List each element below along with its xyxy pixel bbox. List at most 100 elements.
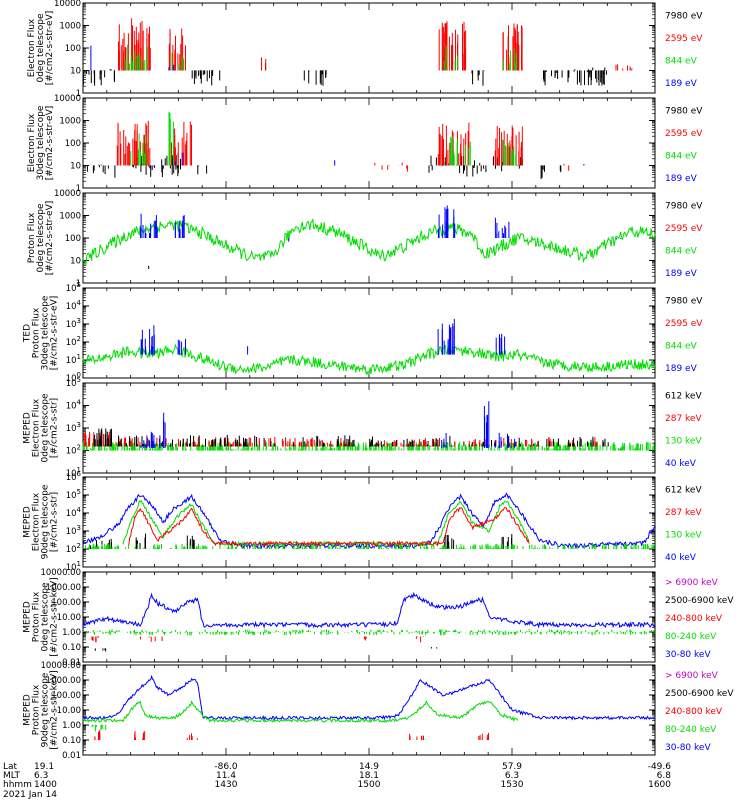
series-5: [83, 543, 655, 549]
y-tick-label: 101: [66, 560, 81, 573]
data-line: [82, 343, 656, 376]
y-tick-label: 103: [66, 421, 81, 434]
y-tick-label: 1000.00: [46, 676, 81, 686]
y-tick-label: 1.00: [62, 721, 81, 731]
y-tick-label: 104: [66, 299, 82, 312]
series-1: [82, 591, 656, 629]
series-1: [82, 343, 656, 376]
legend-entry: 189 eV: [665, 269, 698, 279]
y-tick-label: 1: [76, 279, 81, 289]
y-tick-label: 105: [66, 488, 81, 501]
legend-entry: 2595 eV: [665, 319, 703, 329]
legend-entry: 844 eV: [665, 56, 698, 66]
chart-panel-1: 1 10 100 1000 10000 Electron Flux0deg telesco…: [27, 0, 703, 99]
ephemeris-value: 6.8: [657, 771, 672, 781]
ephemeris-value: 14.9: [359, 762, 379, 772]
ephemeris-value: 18.1: [359, 771, 379, 781]
legend-entry: 130 keV: [665, 436, 702, 446]
series-2: [140, 205, 621, 242]
y-tick-label: 104: [66, 506, 82, 519]
y-tick-label: 0.10: [62, 643, 81, 653]
ephemeris-value: 6.3: [34, 771, 48, 781]
y-tick-label: 10.00: [57, 613, 81, 623]
y-tick-label: 10000: [54, 0, 81, 9]
series-4: [91, 724, 107, 732]
y-tick-label: 1000: [59, 212, 81, 222]
legend-entry: 40 keV: [665, 459, 697, 469]
plot-frame: [82, 571, 656, 663]
legend-entry: 80-240 keV: [665, 632, 717, 642]
y-tick-label: 10000.00: [40, 568, 81, 578]
legend-entry: 30-80 keV: [665, 650, 711, 660]
y-tick-label: 10000: [54, 94, 81, 104]
legend-entry: 30-80 keV: [665, 743, 711, 753]
y-tick-label: 102: [66, 335, 81, 348]
legend-entry: 2595 eV: [665, 129, 703, 139]
y-tick-label: 1: [76, 89, 81, 99]
series-2: [83, 629, 655, 636]
series-2: [118, 18, 633, 71]
legend-entry: 287 keV: [665, 414, 702, 424]
legend-entry: 2595 eV: [665, 224, 703, 234]
y-tick-label: 1000: [59, 22, 81, 32]
y-axis-label: Electron Flux30deg telescope[#/cm2-s-str…: [27, 105, 55, 180]
ephemeris-row-label: Lat: [3, 762, 18, 772]
y-tick-label: 0.10: [62, 736, 81, 746]
y-tick-label: 104: [66, 399, 82, 412]
data-line: [82, 217, 656, 267]
plot-frame: [82, 476, 656, 568]
series-4: [94, 647, 438, 652]
date-label: 2021 Jan 14: [3, 790, 57, 800]
series-1: [82, 492, 656, 550]
legend-entry: 844 eV: [665, 151, 698, 161]
y-tick-label: 100: [65, 139, 81, 149]
ephemeris-value: -49.6: [648, 762, 672, 772]
y-tick-label: 10000.00: [40, 661, 81, 671]
y-tick-label: 10: [70, 67, 81, 77]
y-tick-label: 101: [66, 353, 81, 366]
ephemeris-value: 1430: [215, 780, 238, 790]
ephemeris-value: 1500: [358, 780, 381, 790]
y-tick-label: 100: [66, 371, 81, 384]
legend-entry: 612 keV: [665, 485, 702, 495]
y-axis-label: MEPEDElectron Flux90deg telescope[#/cm2-…: [23, 484, 60, 559]
legend-entry: 844 eV: [665, 341, 698, 351]
chart-panel-4: 100 101 102 103 104 105 TEDProton Flux30deg te…: [23, 281, 704, 384]
ephemeris-value: 19.1: [34, 762, 54, 772]
y-tick-label: 105: [66, 281, 81, 294]
y-tick-label: 102: [66, 444, 81, 457]
series-1: [82, 674, 656, 721]
legend-entry: 2500-6900 keV: [665, 689, 734, 699]
plot-frame: [82, 192, 656, 284]
legend-entry: 189 eV: [665, 174, 698, 184]
ephemeris-table: Lat 19.1 -86.0 14.9 57.9 -49.6 MLT 6.3 11.4 18.1 6…: [3, 762, 671, 800]
series-2: [140, 318, 506, 355]
y-tick-label: 10: [70, 257, 81, 267]
y-tick-label: 1000: [59, 117, 81, 127]
y-tick-label: 100.00: [51, 691, 81, 701]
legend-entry: 40 keV: [665, 553, 697, 563]
legend-entry: 240-800 keV: [665, 707, 723, 717]
y-tick-label: 0.01: [62, 751, 81, 761]
y-tick-label: 106: [66, 470, 82, 483]
y-tick-label: 10000: [54, 189, 81, 199]
series-1: [86, 155, 562, 179]
ephemeris-row-label: hhmm: [3, 780, 32, 790]
series-2: [122, 499, 530, 547]
legend-entry: > 6900 keV: [665, 578, 719, 588]
data-line: [122, 499, 530, 547]
chart-panel-8: 0.01 0.10 1.00 10.00 100.00 1000.00 10000.00ME…: [23, 661, 735, 761]
data-line: [82, 492, 656, 550]
legend-entry: > 6900 keV: [665, 671, 719, 681]
y-axis-label: MEPEDProton Flux90deg telescope[#/cm2-s-…: [23, 670, 60, 749]
data-line: [128, 507, 530, 547]
y-axis-label: Electron Flux0deg telescope[#/cm2-s-str-…: [27, 11, 55, 86]
legend-entry: 7980 eV: [665, 201, 703, 211]
legend-entry: 612 keV: [665, 391, 702, 401]
ephemeris-value: 6.3: [505, 771, 519, 781]
legend-entry: 7980 eV: [665, 106, 703, 116]
y-tick-label: 103: [66, 524, 81, 537]
y-axis-label: Proton Flux0deg telescope[#/cm2-s-str-eV…: [27, 201, 55, 276]
series-3: [94, 428, 609, 447]
chart-panel-6: 101 102 103 104 105 106 MEPEDElectron Flux90de…: [23, 470, 703, 573]
